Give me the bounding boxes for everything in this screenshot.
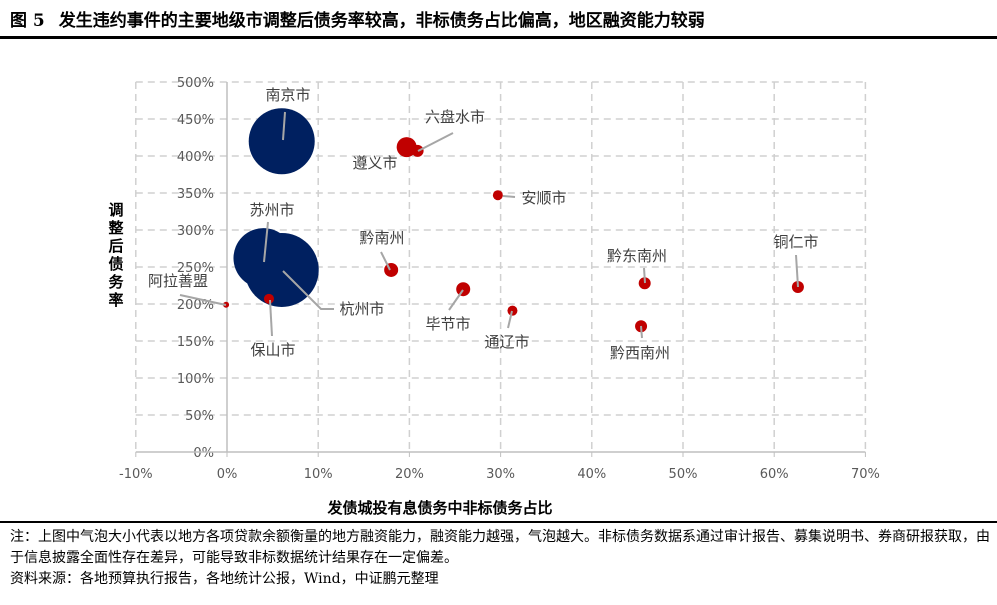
y-tick-label: 150% — [177, 335, 214, 350]
leader-line — [502, 195, 516, 198]
x-tick-label: 0% — [217, 467, 238, 482]
point-label: 黔西南州 — [610, 344, 670, 362]
y-axis-label-char: 务 — [108, 273, 124, 291]
point-label: 南京市 — [265, 86, 310, 104]
bubble — [411, 144, 424, 157]
leader-line — [380, 251, 391, 271]
point-label: 保山市 — [250, 341, 295, 359]
point-label: 通辽市 — [484, 333, 529, 351]
x-tick-label: 40% — [577, 467, 606, 482]
x-tick-label: 60% — [760, 467, 789, 482]
y-axis-label: 调整后债务率 — [108, 201, 124, 309]
leader-line — [448, 289, 464, 311]
leader-line — [179, 294, 227, 306]
bottom-rule — [0, 521, 997, 523]
bubble-chart: -10% 0% 10% 20% 30% 40% 50% 60% 70% 0% 50% 100% 150%… — [108, 76, 880, 517]
figure-number: 图 5 — [10, 11, 45, 31]
leader-line — [643, 267, 646, 284]
leader-line — [282, 111, 286, 141]
x-tick-label: 30% — [486, 467, 515, 482]
x-tick-label: 50% — [669, 467, 698, 482]
y-tick-label: 200% — [177, 298, 214, 313]
point-label: 黔南州 — [359, 229, 404, 247]
point-label: 铜仁市 — [773, 233, 818, 251]
bubble — [263, 293, 274, 304]
figure-title-text: 发生违约事件的主要地级市调整后债务率较高，非标债务占比偏高，地区融资能力较弱 — [58, 11, 705, 31]
point-label: 安顺市 — [521, 189, 566, 207]
bubble — [638, 277, 651, 290]
y-tick-label: 100% — [177, 372, 214, 387]
leader-line — [269, 299, 273, 337]
point-label: 遵义市 — [352, 154, 397, 172]
y-tick-label: 300% — [177, 224, 214, 239]
x-tick-label: 70% — [851, 467, 880, 482]
bubble — [396, 137, 417, 158]
top-rule — [0, 36, 997, 39]
bubble — [492, 190, 503, 201]
y-axis-label-char: 调 — [108, 201, 123, 219]
point-label: 杭州市 — [339, 300, 384, 318]
bubble — [248, 108, 315, 175]
bubble — [507, 305, 518, 316]
leader-line — [640, 325, 643, 339]
y-axis-label-char: 后 — [108, 237, 123, 255]
note-text: 注：上图中气泡大小代表以地方各项贷款余额衡量的地方融资能力，融资能力越强，气泡越… — [10, 529, 990, 566]
source-text: 资料来源：各地预算执行报告，各地统计公报，Wind，中证鹏元整理 — [10, 571, 439, 587]
point-label: 黔东南州 — [607, 247, 667, 265]
bubble — [384, 262, 399, 277]
leader-line — [507, 310, 513, 329]
y-tick-label: 50% — [185, 409, 214, 424]
y-tick-label: 250% — [177, 261, 214, 276]
y-axis-label-char: 率 — [108, 291, 123, 309]
point-label: 毕节市 — [425, 315, 470, 333]
x-tick-label: -10% — [119, 467, 153, 482]
axes: -10% 0% 10% 20% 30% 40% 50% 60% 70% 0% 50% 100% 150%… — [119, 76, 880, 482]
y-axis-label-char: 整 — [108, 219, 123, 237]
point-label: 阿拉善盟 — [148, 272, 208, 290]
x-axis-label: 发债城投有息债务中非标债务占比 — [326, 499, 552, 517]
leader-line — [795, 254, 799, 288]
y-tick-label: 400% — [177, 150, 214, 165]
leader-line — [417, 132, 454, 152]
leader-line — [282, 270, 334, 310]
y-tick-label: 500% — [177, 76, 214, 91]
point-label: 六盘水市 — [425, 108, 485, 126]
y-tick-label: 0% — [193, 446, 214, 461]
y-axis-label-char: 债 — [108, 255, 123, 273]
y-tick-label: 350% — [177, 187, 214, 202]
figure-title: 图 5 发生违约事件的主要地级市调整后债务率较高，非标债务占比偏高，地区融资能力较… — [10, 6, 705, 31]
bubble — [223, 301, 230, 308]
notes: 注：上图中气泡大小代表以地方各项贷款余额衡量的地方融资能力，融资能力越强，气泡越… — [10, 527, 990, 590]
y-tick-label: 450% — [177, 113, 214, 128]
leader-line — [263, 221, 269, 263]
bubble — [456, 282, 471, 297]
point-label: 苏州市 — [249, 201, 294, 219]
x-tick-label: 10% — [304, 467, 333, 482]
x-tick-label: 20% — [395, 467, 424, 482]
